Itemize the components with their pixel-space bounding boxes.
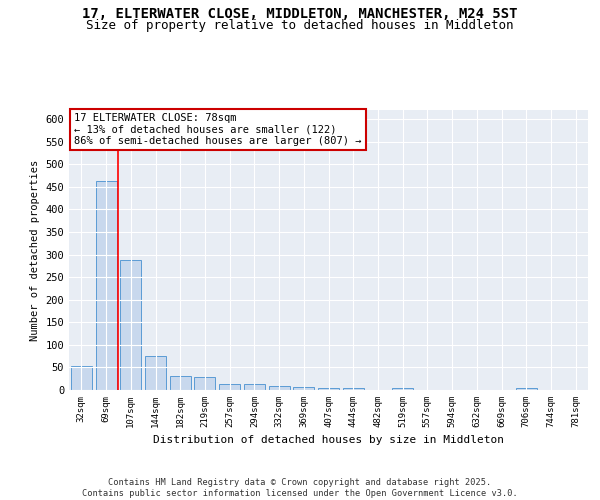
Bar — [392, 388, 413, 390]
Bar — [120, 260, 141, 390]
Bar — [269, 386, 290, 390]
Bar — [170, 376, 191, 390]
Text: 17, ELTERWATER CLOSE, MIDDLETON, MANCHESTER, M24 5ST: 17, ELTERWATER CLOSE, MIDDLETON, MANCHES… — [82, 8, 518, 22]
Bar — [318, 388, 339, 390]
Bar — [219, 384, 240, 390]
Bar — [293, 388, 314, 390]
Bar — [145, 356, 166, 390]
Text: 17 ELTERWATER CLOSE: 78sqm
← 13% of detached houses are smaller (122)
86% of sem: 17 ELTERWATER CLOSE: 78sqm ← 13% of deta… — [74, 113, 362, 146]
Bar — [95, 181, 116, 390]
Bar — [516, 388, 537, 390]
Bar — [244, 384, 265, 390]
Text: Contains HM Land Registry data © Crown copyright and database right 2025.
Contai: Contains HM Land Registry data © Crown c… — [82, 478, 518, 498]
Bar — [194, 377, 215, 390]
Y-axis label: Number of detached properties: Number of detached properties — [30, 160, 40, 340]
Bar — [71, 366, 92, 390]
Text: Size of property relative to detached houses in Middleton: Size of property relative to detached ho… — [86, 19, 514, 32]
Bar — [343, 388, 364, 390]
X-axis label: Distribution of detached houses by size in Middleton: Distribution of detached houses by size … — [153, 436, 504, 446]
